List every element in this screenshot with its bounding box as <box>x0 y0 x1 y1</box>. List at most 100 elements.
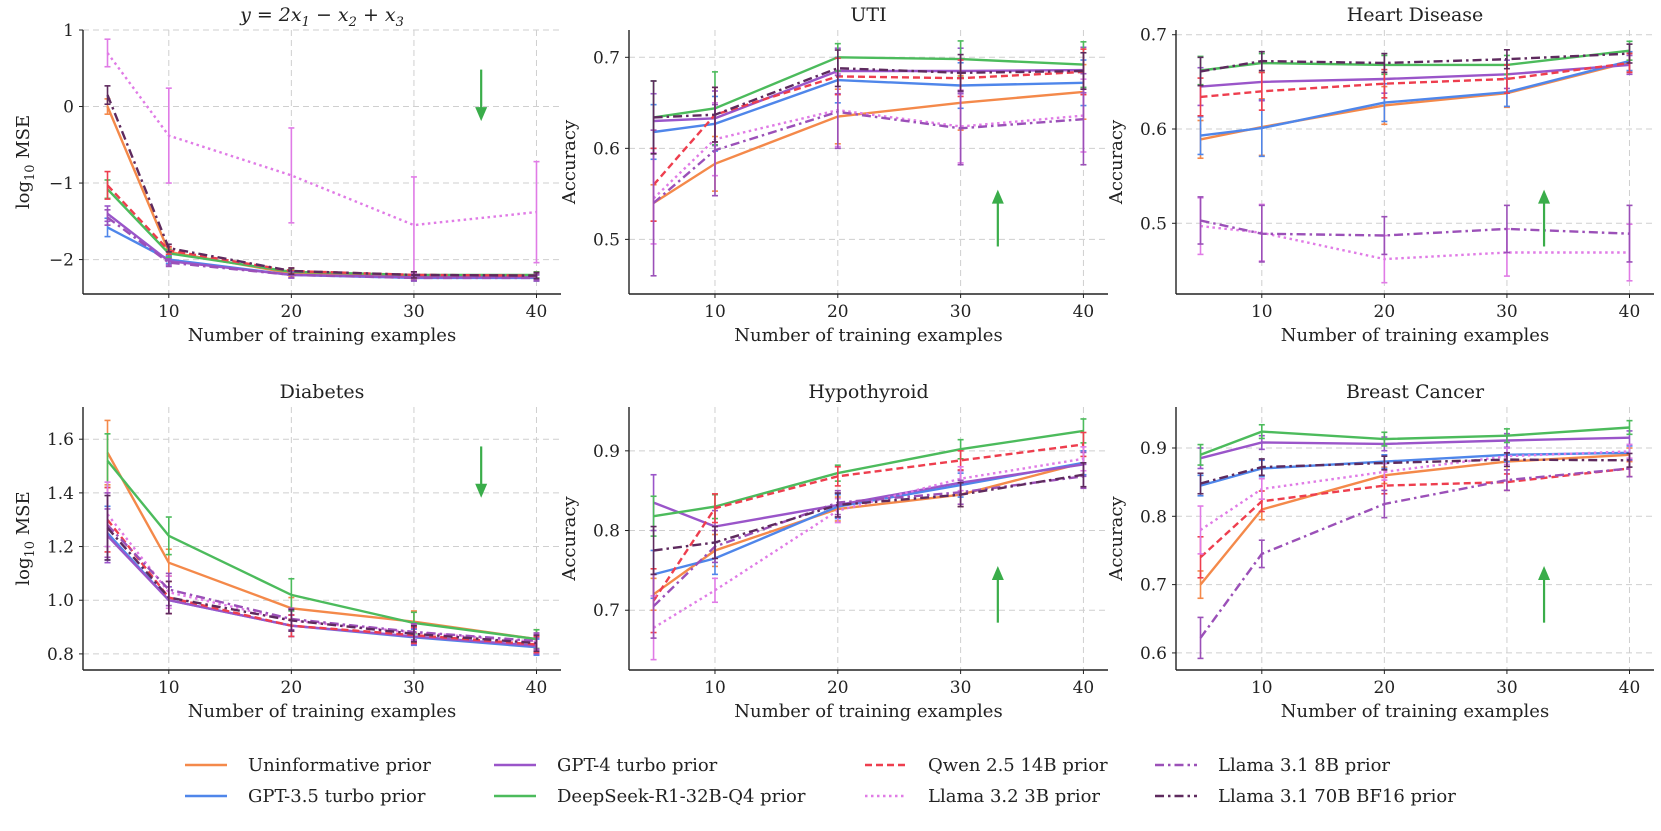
y-tick-label: 0.8 <box>47 645 74 665</box>
series-8 <box>650 461 1087 576</box>
y-tick-label: 0.9 <box>593 442 620 462</box>
title-subscript: 3 <box>396 15 404 30</box>
up-arrow-head <box>1538 189 1551 204</box>
legend: Uninformative prior GPT-3.5 turbo prior GP… <box>185 755 1456 807</box>
y-tick-label: 0.5 <box>1140 214 1167 234</box>
series-line <box>1199 467 1630 559</box>
down-arrow-head <box>475 483 488 498</box>
series-line <box>653 463 1084 528</box>
legend-label: Uninformative prior <box>248 755 431 776</box>
series-6 <box>1197 197 1633 284</box>
legend-label: Llama 3.1 8B prior <box>1218 755 1390 776</box>
y-tick-label: 1.4 <box>47 484 74 504</box>
series-5 <box>104 486 540 654</box>
x-tick-label: 10 <box>1251 678 1273 698</box>
y-tick-label: 0.6 <box>1140 644 1167 664</box>
title-part: + x <box>357 4 396 26</box>
y-tick-label: 1.2 <box>47 538 74 558</box>
x-axis-label: Number of training examples <box>734 325 1002 346</box>
title-part: y = 2x <box>239 4 302 26</box>
y-axis-label: log10 MSE <box>13 115 38 209</box>
y-label-part: MSE <box>13 491 34 541</box>
panel-2: 10 20 30 40 0.5 0.6 0.7 UTI Number of training e… <box>559 4 1108 346</box>
series-4 <box>104 433 540 650</box>
x-tick-label: 10 <box>1251 302 1273 322</box>
x-tick-label: 40 <box>526 678 548 698</box>
series-line <box>1200 458 1630 485</box>
panel-title: Diabetes <box>280 381 365 403</box>
series-line <box>652 110 1084 204</box>
series-line <box>106 452 537 641</box>
x-tick-label: 30 <box>950 302 972 322</box>
title-subscript: 2 <box>348 15 357 30</box>
series-line <box>653 473 1084 552</box>
series-1 <box>1197 447 1633 600</box>
panel-3: 10 20 30 40 0.5 0.6 0.7 Heart Disease Number of … <box>1106 4 1654 346</box>
x-tick-label: 10 <box>158 302 180 322</box>
series-4 <box>1197 419 1633 466</box>
panel-title: Hypothyroid <box>808 381 928 403</box>
series-line <box>106 94 537 277</box>
series-6 <box>104 38 540 275</box>
x-tick-label: 40 <box>1073 678 1095 698</box>
legend-label: DeepSeek-R1-32B-Q4 prior <box>557 786 806 807</box>
y-tick-label: 0.7 <box>1140 26 1167 46</box>
y-label-subscript: 10 <box>23 541 38 558</box>
panel-title: y = 2x1 − x2 + x3 <box>239 4 404 30</box>
down-arrow-head <box>475 107 488 122</box>
series-2 <box>1197 50 1633 158</box>
series-line <box>1200 426 1630 456</box>
y-tick-label: 1.6 <box>47 430 74 450</box>
x-tick-label: 30 <box>1496 302 1518 322</box>
y-tick-label: 0.7 <box>1140 576 1167 596</box>
y-tick-label: 0.7 <box>593 48 620 68</box>
series-line <box>652 443 1084 602</box>
x-tick-label: 30 <box>403 678 425 698</box>
series-line <box>653 66 1084 119</box>
x-tick-label: 30 <box>403 302 425 322</box>
x-tick-label: 40 <box>526 302 548 322</box>
y-axis-label: log10 MSE <box>13 491 38 585</box>
series-line <box>1199 450 1630 531</box>
y-tick-label: 0.8 <box>1140 507 1167 527</box>
series-8 <box>1197 451 1633 495</box>
title-part: − x <box>310 4 349 26</box>
y-tick-label: 0.9 <box>1140 439 1167 459</box>
y-axis-label: Accuracy <box>1106 496 1127 582</box>
series-line <box>106 52 537 227</box>
series-line <box>1200 61 1630 99</box>
y-tick-label: 0.6 <box>1140 120 1167 140</box>
series-line <box>1200 436 1630 460</box>
panel-title: UTI <box>850 4 886 26</box>
panel-4: 10 20 30 40 0.8 1.0 1.2 1.4 1.6 Diabetes Number of… <box>13 381 561 722</box>
series-8 <box>104 85 540 280</box>
x-tick-label: 20 <box>1374 678 1396 698</box>
x-axis-label: Number of training examples <box>734 701 1002 722</box>
x-tick-label: 20 <box>827 678 849 698</box>
panel-5: 10 20 30 40 0.7 0.8 0.9 Hypothyroid Number of tr… <box>559 381 1108 722</box>
x-axis-label: Number of training examples <box>1281 701 1549 722</box>
legend-label: Llama 3.2 3B prior <box>928 786 1100 807</box>
series-line <box>106 212 537 279</box>
panel-6: 10 20 30 40 0.6 0.7 0.8 0.9 Breast Cancer Number … <box>1106 381 1654 722</box>
y-tick-label: 0.5 <box>593 230 620 250</box>
legend-label: Qwen 2.5 14B prior <box>928 755 1108 776</box>
series-line <box>106 513 537 643</box>
y-tick-label: −2 <box>49 251 74 271</box>
series-line <box>653 56 1084 119</box>
series-6 <box>650 72 1087 245</box>
x-tick-label: 40 <box>1073 302 1095 322</box>
series-line <box>106 216 537 280</box>
x-tick-label: 10 <box>704 678 726 698</box>
x-tick-label: 20 <box>281 678 303 698</box>
series-8 <box>1197 43 1633 87</box>
x-axis-label: Number of training examples <box>1281 325 1549 346</box>
y-axis-label: Accuracy <box>559 119 580 205</box>
y-tick-label: 0.7 <box>593 601 620 621</box>
y-label-subscript: 10 <box>23 164 38 181</box>
series-8 <box>650 49 1087 155</box>
series-8 <box>104 494 540 653</box>
x-tick-label: 10 <box>158 678 180 698</box>
y-tick-label: 0 <box>63 98 74 118</box>
